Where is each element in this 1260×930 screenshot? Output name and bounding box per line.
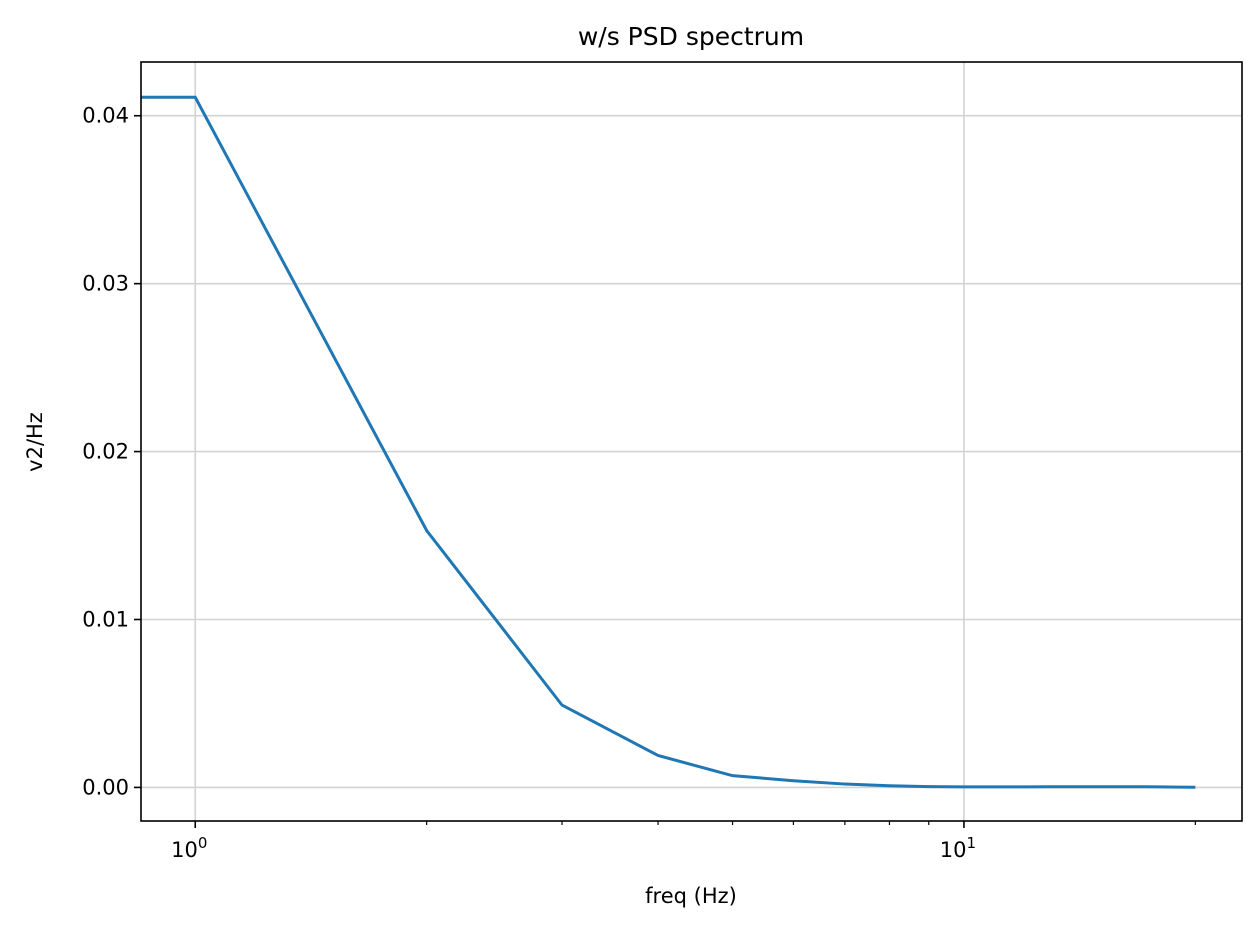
y-axis-label: v2/Hz [23, 412, 47, 472]
y-tick-label: 0.00 [82, 775, 129, 799]
y-tick-label: 0.03 [82, 272, 129, 296]
grid [141, 62, 1242, 821]
x-tick-label: 101 [940, 834, 976, 862]
y-axis-ticks: 0.00 0.01 0.02 0.03 0.04 [82, 104, 141, 799]
y-tick-label: 0.04 [82, 104, 129, 128]
x-axis-label: freq (Hz) [645, 884, 737, 908]
x-tick-label: 100 [171, 834, 207, 862]
x-axis-ticks: 100 101 [171, 821, 976, 862]
y-tick-label: 0.01 [82, 607, 129, 631]
y-tick-label: 0.02 [82, 440, 129, 464]
psd-series-line [141, 95, 1196, 789]
plot-frame [140, 61, 1243, 822]
chart-title: w/s PSD spectrum [578, 22, 804, 51]
